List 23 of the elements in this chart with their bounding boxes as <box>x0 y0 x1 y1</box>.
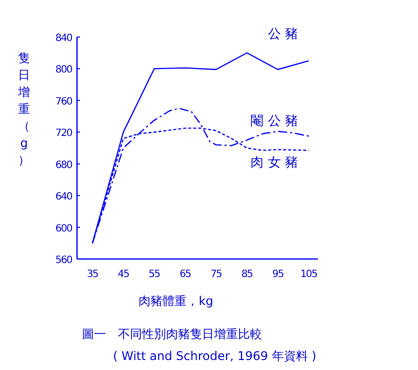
y-tick-label: 720 <box>55 128 72 140</box>
y-tick-label: 680 <box>55 160 72 171</box>
y-axis-title: 隻日增重（g） <box>17 51 30 167</box>
x-tick-label: 55 <box>148 269 160 280</box>
series-label: 閹 公 豬 <box>250 114 298 130</box>
x-tick-label: 75 <box>210 269 222 280</box>
x-tick-label: 65 <box>180 269 192 280</box>
x-tick-label: 45 <box>118 269 130 280</box>
x-axis-title: 肉豬體重，kg <box>138 294 214 308</box>
y-tick-label: 840 <box>55 33 72 44</box>
x-tick-label: 85 <box>241 269 253 280</box>
x-tick-label: 95 <box>272 269 284 280</box>
series-label: 公 豬 <box>268 26 298 42</box>
y-tick-label: 800 <box>55 64 72 76</box>
series-label: 肉 女 豬 <box>250 155 298 170</box>
y-tick-label: 560 <box>55 255 72 266</box>
y-tick-label: 760 <box>55 96 72 108</box>
x-tick-label: 35 <box>86 269 98 280</box>
text: ( Witt and Schroder, 1969 年資料 ) <box>113 349 316 363</box>
text: 圖一 不同性別肉豬隻日增重比較 <box>82 327 262 341</box>
y-tick-label: 600 <box>55 223 72 234</box>
x-tick-label: 105 <box>300 269 318 280</box>
y-tick-label: 640 <box>55 192 72 203</box>
